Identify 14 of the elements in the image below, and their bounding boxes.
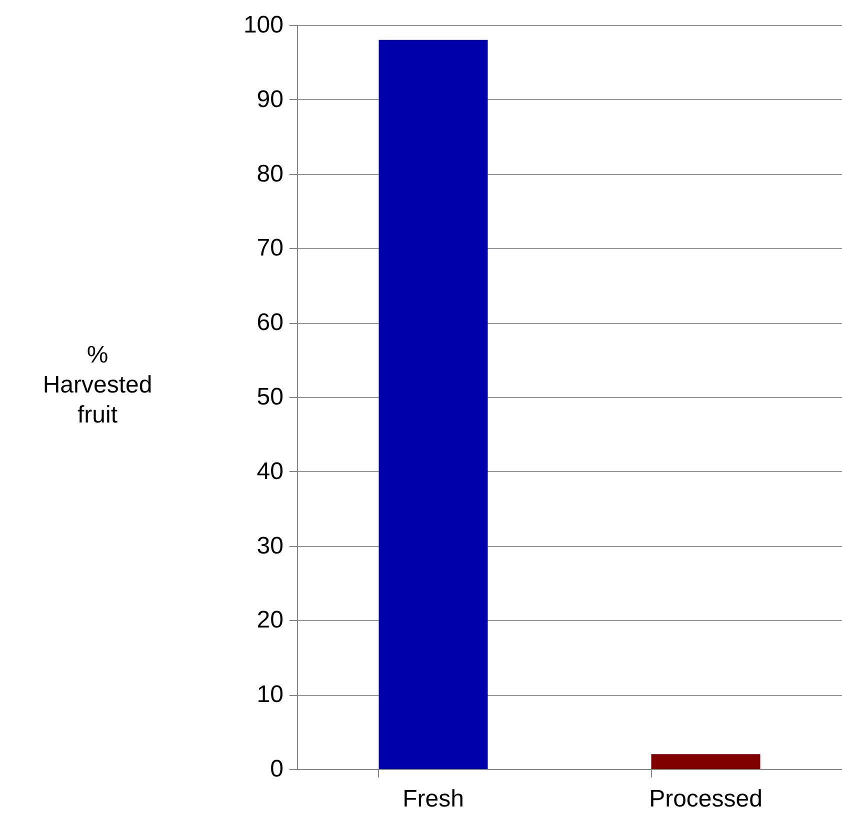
y-tick-label: 20 — [256, 606, 284, 634]
y-tick-label: 90 — [256, 86, 284, 113]
y-tick-label: 10 — [256, 681, 284, 708]
y-tick-label: 60 — [256, 309, 284, 336]
y-tick-label: 40 — [256, 458, 284, 485]
x-tick-label: Processed — [649, 786, 762, 812]
x-tick-label: Fresh — [402, 786, 464, 812]
y-tick-label: 50 — [256, 384, 284, 410]
y-axis-title: % Harvested fruit — [42, 342, 152, 428]
y-tick-label: 30 — [256, 532, 284, 560]
y-tick-label: 100 — [243, 12, 284, 38]
y-tick-label: 80 — [256, 160, 284, 188]
y-tick-label: 0 — [270, 756, 284, 782]
y-tick-label: 70 — [256, 234, 284, 262]
